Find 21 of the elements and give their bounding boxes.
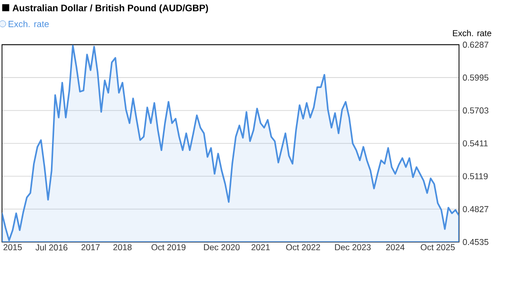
x-tick-label: Oct 2019 xyxy=(152,244,186,250)
chart-title: Australian Dollar / British Pound (AUD/GBP) xyxy=(12,4,208,14)
x-tick-label: 2015 xyxy=(4,244,22,250)
x-tick-label: 2024 xyxy=(386,244,405,250)
y-tick-label: 0.4827 xyxy=(462,206,488,212)
x-tick-label: Dec 2020 xyxy=(204,244,240,250)
y-axis-title: Exch. rate xyxy=(452,30,492,36)
x-tick-label: 2021 xyxy=(252,244,270,250)
y-tick-label: 0.5119 xyxy=(462,173,488,180)
legend-label: Exch. rate xyxy=(8,20,49,28)
y-tick-label: 0.6287 xyxy=(462,42,488,48)
y-tick-label: 0.5995 xyxy=(462,74,488,81)
x-tick-label: Oct 2025 xyxy=(420,244,455,250)
y-tick-label: 0.4535 xyxy=(462,238,488,246)
y-tick-label: 0.5411 xyxy=(462,140,488,146)
y-tick-label: 0.5703 xyxy=(462,107,488,114)
x-tick-label: 2017 xyxy=(81,244,100,250)
x-tick-label: Jul 2016 xyxy=(36,244,68,250)
x-tick-label: Oct 2022 xyxy=(286,244,320,250)
x-tick-label: Dec 2023 xyxy=(335,244,371,250)
x-tick-label: 2018 xyxy=(113,244,132,250)
